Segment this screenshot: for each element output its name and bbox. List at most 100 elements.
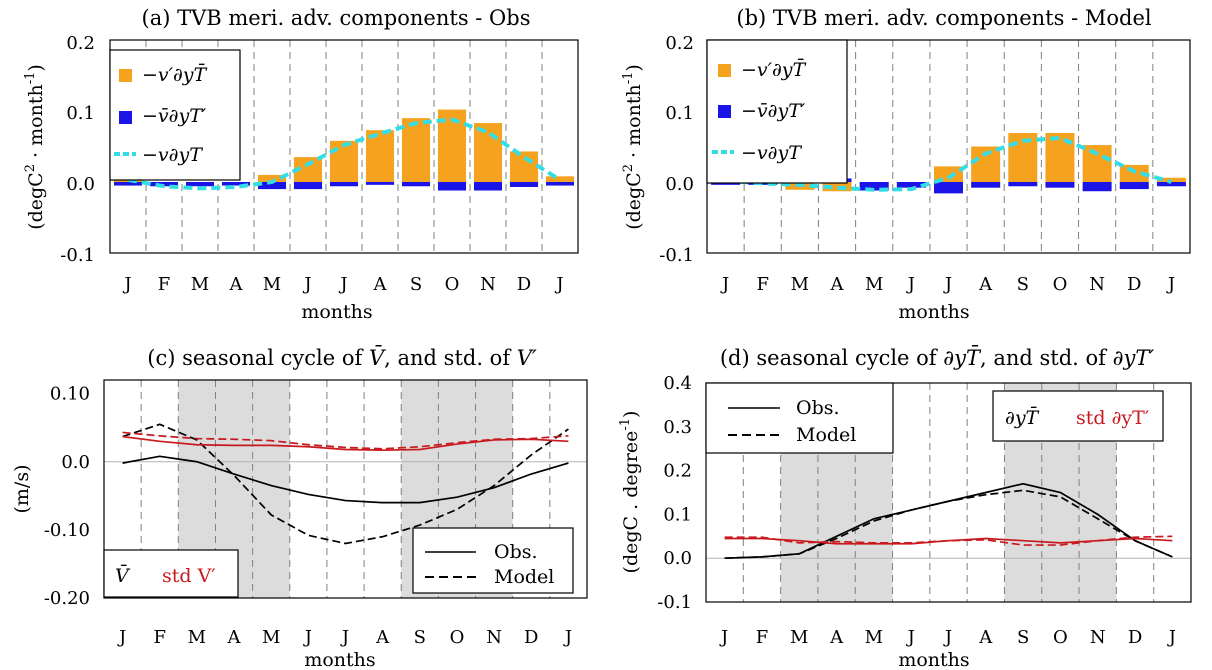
panel-c-ytick: -0.20 bbox=[44, 588, 90, 609]
panel-a-ytick: 0.1 bbox=[66, 103, 95, 124]
panel-a-xtick: A bbox=[373, 274, 388, 295]
panel-c-xtick: J bbox=[340, 627, 349, 648]
panel-a-xtick: M bbox=[263, 274, 281, 295]
panel-b-xtick: D bbox=[1127, 274, 1141, 295]
panel-d-xtick: F bbox=[756, 627, 769, 648]
panel-a-bar bbox=[473, 123, 503, 182]
panel-d-xtick: A bbox=[978, 627, 993, 648]
panel-b-bar bbox=[1045, 182, 1075, 188]
panel-a-xtick: S bbox=[410, 274, 422, 295]
panel-c-xtick: A bbox=[375, 627, 390, 648]
panel-b-xtick: J bbox=[1166, 274, 1175, 295]
panel-a-legend: −v′∂yT̄ −v̄∂yT′ −v∂yT bbox=[109, 49, 241, 181]
panel-c-xlabel: months bbox=[304, 649, 375, 670]
panel-d-xtick: O bbox=[1053, 627, 1068, 648]
panel-d-xtick: N bbox=[1090, 627, 1106, 648]
panel-a-bar bbox=[257, 182, 287, 190]
panel-b-legend-swatch-blue bbox=[718, 105, 731, 118]
panel-a-bar bbox=[329, 140, 359, 182]
panel-b-bar bbox=[1156, 182, 1186, 187]
panel-d-legend-box bbox=[705, 382, 894, 454]
panel-d-ytick: 0.2 bbox=[663, 461, 692, 482]
panel-d-legend-std: std ∂yT′ bbox=[1076, 407, 1149, 429]
panel-b-xtick: J bbox=[720, 274, 729, 295]
panel-b-ylabel: (degC2 · month-1) bbox=[621, 64, 645, 230]
panel-c-frame bbox=[103, 379, 588, 599]
panel-a-bar bbox=[437, 182, 467, 191]
panel-b-xtick: S bbox=[1017, 274, 1029, 295]
panel-a-xtick: J bbox=[338, 274, 347, 295]
panel-b-bar bbox=[971, 182, 1001, 188]
panel-a-xtick: D bbox=[517, 274, 531, 295]
panel-a-xtick: J bbox=[302, 274, 311, 295]
panel-a-title: (a) TVB meri. adv. components - Obs bbox=[142, 6, 531, 30]
panel-b-bar bbox=[1082, 145, 1112, 182]
panel-a-bar bbox=[401, 182, 431, 187]
panel-b-bar bbox=[1082, 182, 1112, 192]
panel-c-legend-std: std V′ bbox=[162, 565, 216, 587]
panel-d-xtick: J bbox=[906, 627, 915, 648]
panel-b-legend-label: −v∂yT bbox=[741, 142, 802, 164]
panel-b-xtick: N bbox=[1089, 274, 1105, 295]
panel-b-bar bbox=[822, 182, 852, 192]
panel-d-line bbox=[724, 535, 1173, 546]
panel-d-legend-label: Obs. bbox=[796, 397, 840, 419]
panel-a-ytick: -0.1 bbox=[60, 245, 95, 266]
panel-a-xtick: J bbox=[122, 274, 131, 295]
panel-a-y-ticks: 0.2 0.1 0.0 -0.1 bbox=[60, 33, 95, 266]
panel-a-bar bbox=[257, 174, 287, 182]
panel-c-xtick: S bbox=[414, 627, 426, 648]
panel-b-plot-area bbox=[711, 40, 1186, 253]
panel-b-xtick: A bbox=[978, 274, 993, 295]
panel-d-xlabel: months bbox=[898, 649, 969, 670]
panel-d-ylabel: (degC . degree-1) bbox=[618, 411, 642, 574]
panel-a: (a) TVB meri. adv. components - Obs 0.2 … bbox=[23, 6, 579, 323]
panel-d-ytick: 0.0 bbox=[663, 548, 692, 569]
panel-d-frame bbox=[705, 382, 1192, 603]
panel-a-bar bbox=[185, 182, 215, 187]
panel-a-bar bbox=[545, 182, 575, 186]
panel-d-title: (d) seasonal cycle of ∂yT̄, and std. of … bbox=[720, 345, 1155, 370]
panel-c-legend-box bbox=[412, 527, 574, 594]
panel-a-bar bbox=[293, 182, 323, 190]
panel-a-ytick: 0.2 bbox=[66, 33, 95, 54]
panel-a-bar bbox=[473, 182, 503, 191]
panel-d: (d) seasonal cycle of ∂yT̄, and std. of … bbox=[618, 345, 1192, 670]
panel-b-legend-swatch-orange bbox=[718, 64, 731, 77]
panel-b-bar bbox=[1119, 182, 1149, 190]
panel-c-y-ticks: -0.20 -0.10 0.0 0.10 bbox=[44, 384, 90, 609]
panel-c-xtick: N bbox=[486, 627, 502, 648]
panel-b-bar bbox=[1156, 177, 1186, 182]
panel-b-xtick: O bbox=[1053, 274, 1068, 295]
panel-a-bar bbox=[545, 176, 575, 182]
panel-d-legend-lines: Obs. Model bbox=[705, 382, 894, 454]
panel-b-bar bbox=[859, 182, 889, 191]
panel-c-line bbox=[122, 455, 569, 504]
panel-d-xtick: S bbox=[1017, 627, 1029, 648]
panel-b-ytick: 0.2 bbox=[665, 33, 694, 54]
panel-d-y-ticks: -0.1 0.0 0.1 0.2 0.3 0.4 bbox=[657, 373, 692, 613]
panel-d-legend-label: Model bbox=[796, 424, 856, 446]
panel-c-legend-label: Model bbox=[494, 566, 554, 588]
panel-c-xtick: J bbox=[563, 627, 572, 648]
panel-c-ylabel: (m/s) bbox=[11, 465, 33, 514]
panel-b-xtick: F bbox=[756, 274, 769, 295]
panel-d-xtick: J bbox=[943, 627, 952, 648]
panel-c-legend-label: Obs. bbox=[494, 541, 538, 563]
panel-b-bar bbox=[1119, 164, 1149, 182]
panel-c-xtick: J bbox=[303, 627, 312, 648]
panel-a-bar bbox=[113, 182, 143, 186]
panel-b-legend: −v′∂yT̄ −v̄∂yT′ −v∂yT bbox=[706, 39, 848, 184]
panel-c-legend-vars: V̄ std V′ bbox=[103, 549, 239, 598]
panel-c-xtick: A bbox=[227, 627, 242, 648]
panel-a-ytick: 0.0 bbox=[66, 174, 95, 195]
panel-a-xtick: O bbox=[445, 274, 460, 295]
panel-c-legend-mean: V̄ bbox=[115, 564, 131, 587]
panel-d-ytick: 0.3 bbox=[663, 417, 692, 438]
panel-b-xlabel: months bbox=[898, 301, 969, 323]
panel-a-bar bbox=[329, 182, 359, 187]
panel-a-bar bbox=[401, 118, 431, 182]
panel-b-ytick: 0.1 bbox=[665, 103, 694, 124]
